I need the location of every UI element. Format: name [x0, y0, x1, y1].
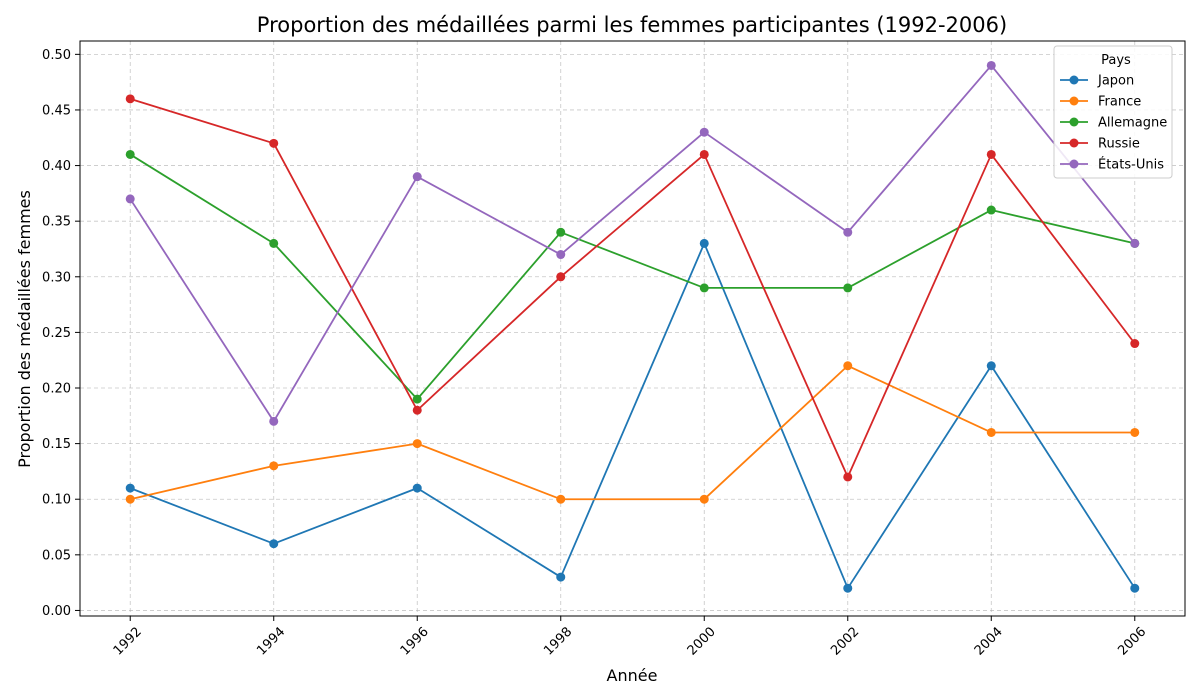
data-point-japon	[843, 583, 853, 593]
y-tick-label: 0.15	[42, 437, 71, 452]
data-point-france	[125, 494, 135, 504]
legend-swatch-marker	[1069, 159, 1079, 169]
x-tick-label: 1998	[541, 625, 575, 659]
data-point-russie	[412, 405, 422, 415]
grid	[80, 41, 1185, 616]
data-point-japon	[699, 238, 709, 248]
legend-label: France	[1098, 95, 1141, 110]
y-tick-label: 0.40	[42, 159, 71, 174]
series-japon	[125, 238, 1140, 593]
legend-label: États-Unis	[1098, 157, 1164, 173]
legend-swatch-marker	[1069, 138, 1079, 148]
data-point-japon	[556, 572, 566, 582]
y-tick-label: 0.30	[42, 270, 71, 285]
data-point-allemagne	[269, 238, 279, 248]
legend-label: Japon	[1097, 74, 1134, 89]
y-tick-label: 0.25	[42, 326, 71, 341]
x-tick-label: 2006	[1115, 625, 1149, 659]
legend-item-russie: Russie	[1060, 137, 1140, 152]
x-tick-label: 1996	[398, 625, 432, 659]
data-point-france	[986, 427, 996, 437]
series-line-allemagne	[129, 153, 1135, 401]
series-layer	[125, 60, 1140, 593]
x-tick-label: 1994	[254, 625, 288, 659]
legend-item-allemagne: Allemagne	[1060, 116, 1167, 131]
y-axis-label: Proportion des médaillées femmes	[15, 190, 34, 468]
series-line-japon	[129, 242, 1136, 590]
data-point-allemagne	[699, 283, 709, 293]
legend-items: Japon France Allemagne Russie États-Unis	[1060, 74, 1167, 173]
data-point-japon	[1130, 583, 1140, 593]
y-tick-label: 0.05	[42, 548, 71, 563]
x-axis-label: Année	[607, 666, 658, 685]
legend-swatch-marker	[1069, 75, 1079, 85]
data-point-etats-unis	[269, 416, 279, 426]
series-france	[125, 361, 1140, 504]
legend-title: Pays	[1101, 53, 1131, 68]
data-point-russie	[269, 138, 279, 148]
data-point-allemagne	[986, 205, 996, 215]
data-point-russie	[556, 272, 566, 282]
data-point-france	[412, 439, 422, 449]
legend-box	[1053, 45, 1173, 179]
data-point-france	[269, 461, 279, 471]
legend: Pays Japon France Allemagne Russie États-Uni…	[1053, 45, 1173, 179]
y-axis: 0.00 0.05 0.10 0.15 0.20 0.25 0.30 0.35 0.40 0.45…	[42, 48, 80, 619]
series-etats-unis	[125, 60, 1140, 426]
x-tick-label: 1992	[111, 625, 145, 659]
data-point-japon	[125, 483, 135, 493]
series-line-russie	[129, 97, 1136, 478]
data-point-etats-unis	[125, 194, 135, 204]
data-point-etats-unis	[1130, 238, 1140, 248]
y-tick-label: 0.50	[42, 48, 71, 63]
data-point-russie	[843, 472, 853, 482]
y-tick-label: 0.00	[42, 604, 71, 619]
x-tick-label: 2004	[972, 625, 1006, 659]
legend-swatch-marker	[1069, 96, 1079, 106]
data-point-allemagne	[412, 394, 422, 404]
series-line-etats-unis	[129, 64, 1136, 423]
data-point-russie	[986, 149, 996, 159]
data-point-etats-unis	[412, 172, 422, 182]
y-tick-label: 0.10	[42, 493, 71, 508]
x-tick-label: 2002	[828, 625, 862, 659]
legend-item-etats-unis: États-Unis	[1060, 157, 1164, 173]
x-tick-label: 2000	[685, 625, 719, 659]
data-point-etats-unis	[556, 250, 566, 260]
data-point-russie	[699, 149, 709, 159]
series-line-france	[130, 364, 1135, 501]
data-point-etats-unis	[843, 227, 853, 237]
legend-item-japon: Japon	[1060, 74, 1134, 89]
data-point-etats-unis	[986, 60, 996, 70]
data-point-etats-unis	[699, 127, 709, 137]
series-russie	[125, 94, 1140, 482]
x-axis: 1992 1994 1996 1998 2000 2002 2004 2006	[111, 616, 1149, 659]
chart-title: Proportion des médaillées parmi les femm…	[257, 13, 1007, 37]
data-point-russie	[125, 94, 135, 104]
data-point-allemagne	[125, 149, 135, 159]
legend-label: Russie	[1098, 137, 1140, 152]
legend-item-france: France	[1060, 95, 1141, 110]
data-point-allemagne	[843, 283, 853, 293]
data-point-allemagne	[556, 227, 566, 237]
data-point-france	[699, 494, 709, 504]
legend-swatch-marker	[1069, 117, 1079, 127]
y-tick-label: 0.45	[42, 103, 71, 118]
data-point-france	[1130, 427, 1140, 437]
y-tick-label: 0.20	[42, 382, 71, 397]
y-tick-label: 0.35	[42, 215, 71, 230]
data-point-russie	[1130, 339, 1140, 349]
legend-label: Allemagne	[1098, 116, 1167, 131]
data-point-france	[843, 361, 853, 371]
data-point-japon	[269, 539, 279, 549]
data-point-japon	[412, 483, 422, 493]
data-point-japon	[986, 361, 996, 371]
plot-area	[79, 40, 1186, 617]
data-point-france	[556, 494, 566, 504]
